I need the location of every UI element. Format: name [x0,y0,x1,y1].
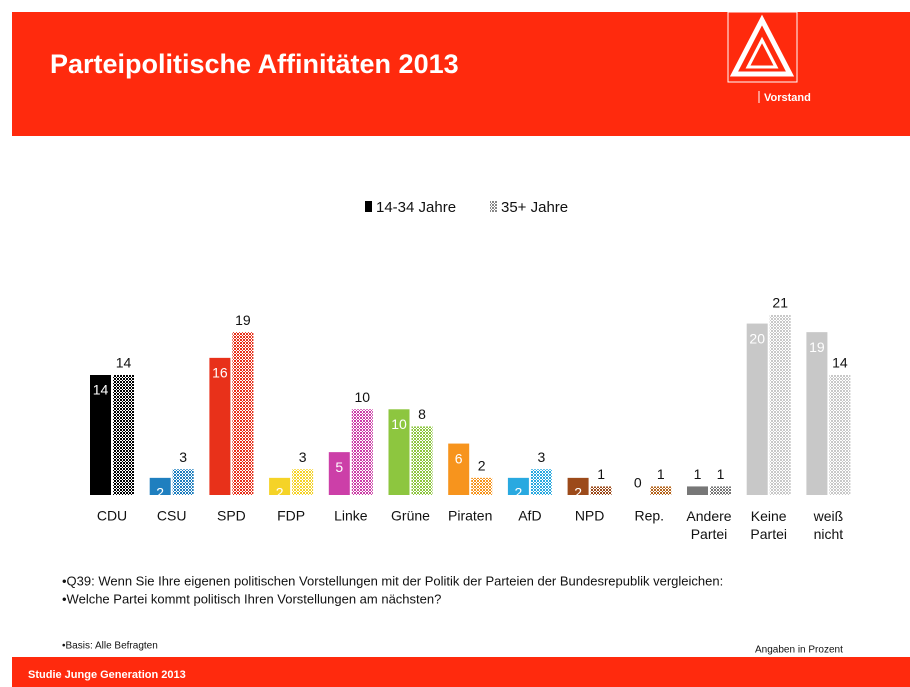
value-label: 1 [657,466,665,482]
bar [448,443,470,495]
value-label: 14 [832,355,848,371]
x-tick-label: NPD [575,508,605,524]
value-label: 14 [93,382,109,398]
value-label: 1 [717,466,725,482]
x-tick-label: CDU [97,508,127,524]
footer-text: Studie Junge Generation 2013 [28,669,186,681]
bar [209,357,231,495]
bar [687,486,708,495]
x-tick-label: weiß nicht [813,508,844,542]
x-tick-label: CSU [157,508,187,524]
logo-caption: Vorstand [764,92,811,104]
basis-note: •Basis: Alle Befragten [62,641,158,652]
value-label: 10 [355,389,371,405]
x-tick-label: Piraten [448,508,492,524]
bar [90,375,111,495]
legend-label: 14-34 Jahre [376,199,456,216]
bar [567,477,589,495]
x-tick-label: FDP [277,508,305,524]
x-tick-label: Andere Partei [686,508,731,542]
x-tick-label: AfD [518,508,541,524]
bar [829,375,851,495]
value-label: 2 [574,485,582,501]
x-tick-label: Keine Partei [750,508,787,542]
bar [471,477,493,495]
value-label: 2 [156,485,164,501]
value-label: 16 [212,365,228,381]
logo [727,11,798,103]
bar [113,375,134,495]
value-label: 0 [634,475,642,491]
bar [650,486,672,495]
value-label: 2 [478,458,486,474]
unit-note: Angaben in Prozent [755,645,843,656]
value-label: 3 [179,449,187,465]
value-label: 10 [391,416,407,432]
bar [710,486,731,495]
value-label: 19 [235,312,251,328]
value-label: 2 [276,485,284,501]
x-tick-label: Grüne [391,508,430,524]
question-line: •Q39: Wenn Sie Ihre eigenen politischen … [62,573,723,588]
value-label: 14 [116,355,132,371]
value-label: 5 [335,459,343,475]
bar [269,477,291,495]
value-label: 3 [299,449,307,465]
value-label: 19 [809,339,825,355]
bar [232,332,254,495]
bar [769,315,791,495]
footer-band [12,657,910,687]
bar [388,409,410,495]
bar [149,477,171,495]
x-tick-label: Linke [334,508,368,524]
bar [746,323,768,495]
question-line: •Welche Partei kommt politisch Ihren Vor… [62,591,441,606]
bar [590,486,612,495]
bar [530,469,552,495]
value-label: 6 [455,450,463,466]
value-label: 21 [772,295,788,311]
value-label: 20 [749,330,765,346]
legend-marker [365,201,372,212]
bar [172,469,194,495]
value-label: 8 [418,406,426,422]
bar [806,332,828,495]
legend-label: 35+ Jahre [501,199,568,216]
x-tick-label: SPD [217,508,246,524]
bar [328,452,350,495]
x-tick-label: Rep. [635,508,665,524]
bar [351,409,373,495]
slide-title: Parteipolitische Affinitäten 2013 [50,49,459,79]
bar [292,469,314,495]
value-label: 1 [597,466,605,482]
value-label: 3 [538,449,546,465]
chart: 14-34 Jahre 35+ Jahre1414CDU23CSU1619SPD2… [90,199,851,542]
bar [411,426,433,495]
legend-marker [490,201,497,212]
bar [507,477,529,495]
value-label: 1 [694,466,702,482]
value-label: 2 [515,485,523,501]
